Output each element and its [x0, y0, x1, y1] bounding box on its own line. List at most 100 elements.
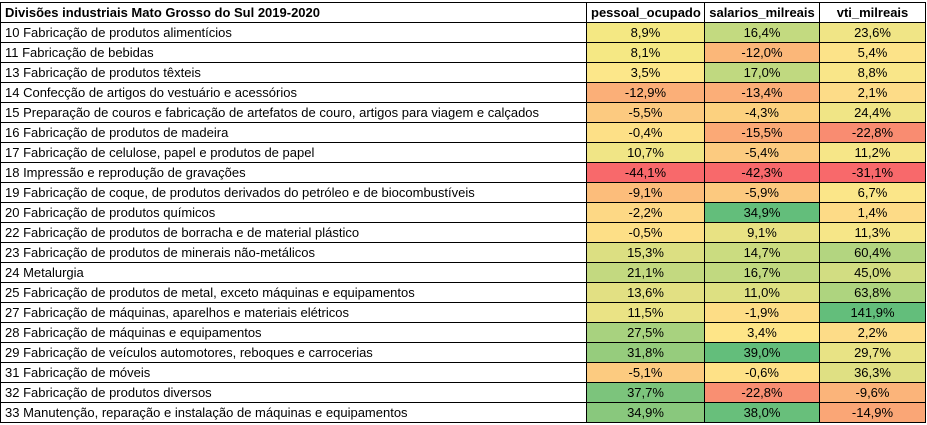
table-row: 25 Fabricação de produtos de metal, exce… — [0, 282, 926, 303]
cell-vti-milreais[interactable]: 8,8% — [819, 62, 926, 83]
cell-pessoal-ocupado[interactable]: -2,2% — [586, 202, 705, 223]
cell-salarios-milreais[interactable]: -5,9% — [704, 182, 820, 203]
cell-vti-milreais[interactable]: 6,7% — [819, 182, 926, 203]
cell-pessoal-ocupado[interactable]: 34,9% — [586, 402, 705, 423]
cell-pessoal-ocupado[interactable]: 31,8% — [586, 342, 705, 363]
cell-vti-milreais[interactable]: 23,6% — [819, 22, 926, 43]
cell-division-label[interactable]: 31 Fabricação de móveis — [0, 362, 587, 383]
cell-pessoal-ocupado[interactable]: 3,5% — [586, 62, 705, 83]
cell-division-label[interactable]: 16 Fabricação de produtos de madeira — [0, 122, 587, 143]
table-row: 15 Preparação de couros e fabricação de … — [0, 102, 926, 123]
cell-vti-milreais[interactable]: 60,4% — [819, 242, 926, 263]
cell-pessoal-ocupado[interactable]: 13,6% — [586, 282, 705, 303]
cell-vti-milreais[interactable]: 29,7% — [819, 342, 926, 363]
table-row: 22 Fabricação de produtos de borracha e … — [0, 222, 926, 243]
cell-salarios-milreais[interactable]: 16,4% — [704, 22, 820, 43]
cell-pessoal-ocupado[interactable]: 27,5% — [586, 322, 705, 343]
table-row: 18 Impressão e reprodução de gravações -4… — [0, 162, 926, 183]
table-row: 29 Fabricação de veículos automotores, r… — [0, 342, 926, 363]
cell-division-label[interactable]: 13 Fabricação de produtos têxteis — [0, 62, 587, 83]
table-row: 33 Manutenção, reparação e instalação de… — [0, 402, 926, 423]
header-cell-division[interactable]: Divisões industriais Mato Grosso do Sul … — [0, 2, 587, 23]
cell-salarios-milreais[interactable]: -1,9% — [704, 302, 820, 323]
table-row: 27 Fabricação de máquinas, aparelhos e m… — [0, 302, 926, 323]
cell-vti-milreais[interactable]: -31,1% — [819, 162, 926, 183]
cell-salarios-milreais[interactable]: -4,3% — [704, 102, 820, 123]
cell-vti-milreais[interactable]: -9,6% — [819, 382, 926, 403]
cell-pessoal-ocupado[interactable]: 10,7% — [586, 142, 705, 163]
table-row: 32 Fabricação de produtos diversos 37,7% -… — [0, 382, 926, 403]
cell-division-label[interactable]: 19 Fabricação de coque, de produtos deri… — [0, 182, 587, 203]
table-row: 19 Fabricação de coque, de produtos deri… — [0, 182, 926, 203]
cell-pessoal-ocupado[interactable]: -5,5% — [586, 102, 705, 123]
table-row: 16 Fabricação de produtos de madeira -0,4… — [0, 122, 926, 143]
cell-vti-milreais[interactable]: 24,4% — [819, 102, 926, 123]
cell-vti-milreais[interactable]: 2,2% — [819, 322, 926, 343]
cell-salarios-milreais[interactable]: -0,6% — [704, 362, 820, 383]
cell-vti-milreais[interactable]: 2,1% — [819, 82, 926, 103]
cell-salarios-milreais[interactable]: 11,0% — [704, 282, 820, 303]
table-row: 14 Confecção de artigos do vestuário e a… — [0, 82, 926, 103]
cell-salarios-milreais[interactable]: 3,4% — [704, 322, 820, 343]
cell-pessoal-ocupado[interactable]: -9,1% — [586, 182, 705, 203]
cell-division-label[interactable]: 20 Fabricação de produtos químicos — [0, 202, 587, 223]
cell-salarios-milreais[interactable]: 34,9% — [704, 202, 820, 223]
table-row: 31 Fabricação de móveis -5,1% -0,6% 36,3% — [0, 362, 926, 383]
cell-salarios-milreais[interactable]: -42,3% — [704, 162, 820, 183]
cell-division-label[interactable]: 14 Confecção de artigos do vestuário e a… — [0, 82, 587, 103]
cell-division-label[interactable]: 28 Fabricação de máquinas e equipamentos — [0, 322, 587, 343]
cell-division-label[interactable]: 25 Fabricação de produtos de metal, exce… — [0, 282, 587, 303]
cell-division-label[interactable]: 15 Preparação de couros e fabricação de … — [0, 102, 587, 123]
cell-salarios-milreais[interactable]: 39,0% — [704, 342, 820, 363]
cell-division-label[interactable]: 11 Fabricação de bebidas — [0, 42, 587, 63]
cell-salarios-milreais[interactable]: 38,0% — [704, 402, 820, 423]
cell-division-label[interactable]: 22 Fabricação de produtos de borracha e … — [0, 222, 587, 243]
cell-vti-milreais[interactable]: 36,3% — [819, 362, 926, 383]
cell-pessoal-ocupado[interactable]: 8,1% — [586, 42, 705, 63]
cell-vti-milreais[interactable]: 5,4% — [819, 42, 926, 63]
cell-salarios-milreais[interactable]: -5,4% — [704, 142, 820, 163]
table-row: 24 Metalurgia 21,1% 16,7% 45,0% — [0, 262, 926, 283]
cell-division-label[interactable]: 23 Fabricação de produtos de minerais nã… — [0, 242, 587, 263]
cell-vti-milreais[interactable]: 11,2% — [819, 142, 926, 163]
cell-division-label[interactable]: 29 Fabricação de veículos automotores, r… — [0, 342, 587, 363]
cell-salarios-milreais[interactable]: 9,1% — [704, 222, 820, 243]
cell-division-label[interactable]: 18 Impressão e reprodução de gravações — [0, 162, 587, 183]
cell-pessoal-ocupado[interactable]: -5,1% — [586, 362, 705, 383]
header-cell-salarios-milreais[interactable]: salarios_milreais — [704, 2, 820, 23]
cell-pessoal-ocupado[interactable]: 8,9% — [586, 22, 705, 43]
table-row: 10 Fabricação de produtos alimentícios 8,… — [0, 22, 926, 43]
cell-salarios-milreais[interactable]: 16,7% — [704, 262, 820, 283]
header-cell-pessoal-ocupado[interactable]: pessoal_ocupado — [586, 2, 705, 23]
cell-vti-milreais[interactable]: 63,8% — [819, 282, 926, 303]
cell-division-label[interactable]: 24 Metalurgia — [0, 262, 587, 283]
cell-salarios-milreais[interactable]: -13,4% — [704, 82, 820, 103]
cell-salarios-milreais[interactable]: -12,0% — [704, 42, 820, 63]
cell-vti-milreais[interactable]: 45,0% — [819, 262, 926, 283]
cell-salarios-milreais[interactable]: 14,7% — [704, 242, 820, 263]
cell-vti-milreais[interactable]: -14,9% — [819, 402, 926, 423]
cell-salarios-milreais[interactable]: -15,5% — [704, 122, 820, 143]
cell-division-label[interactable]: 27 Fabricação de máquinas, aparelhos e m… — [0, 302, 587, 323]
cell-pessoal-ocupado[interactable]: 15,3% — [586, 242, 705, 263]
cell-vti-milreais[interactable]: -22,8% — [819, 122, 926, 143]
cell-pessoal-ocupado[interactable]: -0,5% — [586, 222, 705, 243]
cell-pessoal-ocupado[interactable]: -12,9% — [586, 82, 705, 103]
header-cell-vti-milreais[interactable]: vti_milreais — [819, 2, 926, 23]
cell-vti-milreais[interactable]: 141,9% — [819, 302, 926, 323]
cell-pessoal-ocupado[interactable]: 11,5% — [586, 302, 705, 323]
cell-salarios-milreais[interactable]: -22,8% — [704, 382, 820, 403]
table-row: 11 Fabricação de bebidas 8,1% -12,0% 5,4% — [0, 42, 926, 63]
cell-division-label[interactable]: 33 Manutenção, reparação e instalação de… — [0, 402, 587, 423]
cell-pessoal-ocupado[interactable]: -0,4% — [586, 122, 705, 143]
cell-pessoal-ocupado[interactable]: 21,1% — [586, 262, 705, 283]
cell-salarios-milreais[interactable]: 17,0% — [704, 62, 820, 83]
cell-vti-milreais[interactable]: 1,4% — [819, 202, 926, 223]
cell-pessoal-ocupado[interactable]: -44,1% — [586, 162, 705, 183]
cell-pessoal-ocupado[interactable]: 37,7% — [586, 382, 705, 403]
cell-division-label[interactable]: 17 Fabricação de celulose, papel e produ… — [0, 142, 587, 163]
cell-vti-milreais[interactable]: 11,3% — [819, 222, 926, 243]
cell-division-label[interactable]: 32 Fabricação de produtos diversos — [0, 382, 587, 403]
cell-division-label[interactable]: 10 Fabricação de produtos alimentícios — [0, 22, 587, 43]
